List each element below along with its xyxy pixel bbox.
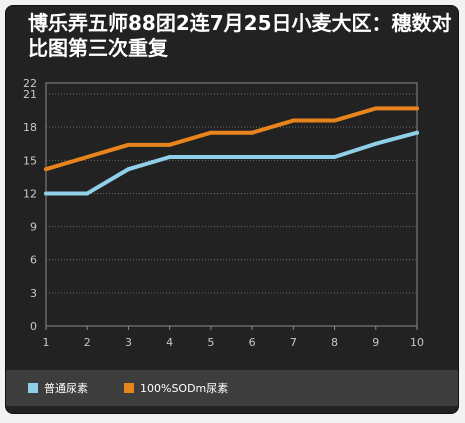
x-tick-label: 2 (84, 336, 91, 349)
legend-swatch-2 (124, 383, 134, 393)
y-tick-label: 21 (23, 88, 37, 101)
data-point-s1-5[interactable] (208, 155, 213, 160)
data-point-s1-6[interactable] (250, 155, 255, 160)
data-point-s1-8[interactable] (332, 155, 337, 160)
series-line-2[interactable] (44, 106, 419, 172)
data-point-s2-3[interactable] (126, 142, 131, 147)
y-tick-label: 3 (30, 287, 37, 300)
series-lines (44, 106, 419, 196)
x-tick-label: 6 (249, 336, 256, 349)
data-point-s1-3[interactable] (126, 167, 131, 172)
plot-area-border (45, 82, 418, 327)
legend-item-1[interactable]: 普通尿素 (28, 382, 88, 395)
legend-item-2[interactable]: 100%SODm尿素 (124, 382, 228, 395)
legend-swatch-1 (28, 383, 38, 393)
y-tick-label: 9 (30, 221, 37, 234)
chart-frame: 博乐弄五师88团2连7月25日小麦大区：穗数对比图第三次重复 0 3 6 9 12 15 1… (5, 5, 459, 414)
data-point-s1-2[interactable] (85, 191, 90, 196)
y-tick-label: 22 (23, 77, 37, 90)
data-point-s2-1[interactable] (44, 167, 48, 172)
legend-label-1: 普通尿素 (44, 382, 88, 395)
x-tick-label: 3 (125, 336, 132, 349)
x-tick-label: 5 (207, 336, 214, 349)
data-point-s2-8[interactable] (332, 118, 337, 123)
y-tick-label: 15 (23, 154, 37, 167)
y-tick-label: 18 (23, 121, 37, 134)
y-tick-label: 12 (23, 187, 37, 200)
data-point-s2-5[interactable] (208, 130, 213, 135)
series-line-1[interactable] (44, 130, 419, 196)
data-point-s2-2[interactable] (85, 155, 90, 160)
x-tick-label: 1 (43, 336, 50, 349)
data-point-s1-7[interactable] (291, 155, 296, 160)
data-point-s1-9[interactable] (373, 141, 378, 146)
x-tick-label: 7 (290, 336, 297, 349)
x-tick-label: 8 (331, 336, 338, 349)
x-tick-label: 4 (166, 336, 173, 349)
data-point-s2-10[interactable] (415, 106, 419, 111)
x-tick-label: 10 (410, 336, 424, 349)
data-point-s2-7[interactable] (291, 118, 296, 123)
data-point-s2-6[interactable] (250, 130, 255, 135)
legend-label-2: 100%SODm尿素 (140, 382, 229, 395)
data-point-s2-4[interactable] (167, 142, 172, 147)
chart-title: 博乐弄五师88团2连7月25日小麦大区：穗数对比图第三次重复 (28, 11, 452, 60)
axes (45, 82, 418, 330)
y-tick-label: 6 (30, 254, 37, 267)
x-tick-label: 9 (372, 336, 379, 349)
data-point-s2-9[interactable] (373, 106, 378, 111)
data-point-s1-10[interactable] (415, 130, 419, 135)
legend: 普通尿素 100%SODm尿素 (6, 370, 458, 406)
data-point-s1-4[interactable] (167, 155, 172, 160)
data-point-s1-1[interactable] (44, 191, 48, 196)
y-tick-label: 0 (30, 320, 37, 333)
